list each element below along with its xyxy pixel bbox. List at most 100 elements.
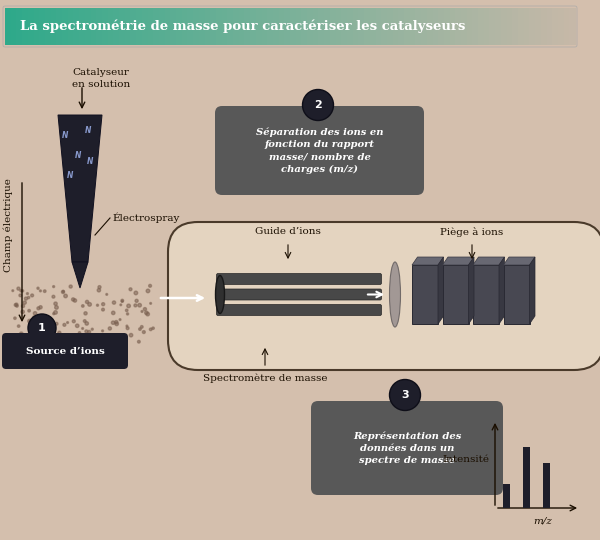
Bar (187, 8, 194, 45)
Bar (278, 8, 286, 45)
Text: N: N (75, 151, 81, 159)
Bar (335, 8, 342, 45)
Point (115, 315, 125, 324)
Point (105, 324, 115, 333)
Point (55, 328, 64, 337)
Bar (5, 8, 12, 45)
Bar (290, 8, 297, 45)
Bar (495, 8, 502, 45)
Bar (503, 265, 530, 324)
Bar (34, 8, 40, 45)
Bar (415, 8, 422, 45)
Point (40, 287, 50, 295)
Bar (529, 8, 536, 45)
Point (137, 322, 146, 331)
Point (122, 322, 132, 330)
Polygon shape (499, 257, 505, 324)
Point (135, 325, 145, 333)
Bar (484, 8, 491, 45)
Text: Intensité: Intensité (442, 455, 489, 463)
Bar (535, 8, 542, 45)
Text: Piège à ions: Piège à ions (440, 227, 503, 237)
Polygon shape (473, 257, 505, 265)
Point (116, 301, 125, 309)
Bar (102, 8, 109, 45)
Polygon shape (438, 257, 443, 324)
Point (108, 319, 118, 327)
Point (54, 330, 64, 339)
Bar (324, 8, 331, 45)
Point (123, 309, 133, 318)
Bar (330, 8, 337, 45)
Bar (473, 265, 499, 324)
Point (51, 299, 61, 308)
Bar (444, 8, 451, 45)
Point (131, 301, 140, 310)
Bar (353, 8, 359, 45)
Polygon shape (58, 115, 102, 262)
Bar (381, 8, 388, 45)
Point (66, 282, 76, 291)
Bar (107, 8, 114, 45)
Polygon shape (503, 257, 535, 265)
Point (82, 298, 92, 306)
Point (52, 319, 61, 328)
Point (118, 337, 128, 346)
Point (34, 336, 43, 345)
Bar (547, 8, 553, 45)
Point (78, 302, 88, 310)
Point (118, 296, 127, 305)
Bar (210, 8, 217, 45)
Point (112, 332, 121, 341)
Bar (404, 8, 411, 45)
Point (63, 318, 73, 327)
Bar (205, 8, 211, 45)
Text: N: N (67, 171, 73, 179)
Point (58, 288, 68, 296)
Bar (68, 8, 74, 45)
Point (126, 331, 136, 340)
Text: m/z: m/z (533, 517, 552, 526)
Point (28, 291, 37, 300)
Point (11, 301, 20, 309)
Bar (558, 8, 565, 45)
Point (118, 333, 127, 341)
Point (8, 286, 17, 295)
Point (68, 295, 78, 304)
Bar (341, 8, 348, 45)
Bar (56, 8, 63, 45)
Point (29, 325, 39, 333)
Bar (239, 8, 245, 45)
Point (52, 303, 61, 312)
Bar (313, 8, 320, 45)
Bar (412, 265, 438, 324)
Text: N: N (87, 158, 93, 166)
Polygon shape (443, 257, 474, 265)
Bar (541, 8, 548, 45)
Point (21, 294, 31, 303)
Point (82, 319, 92, 328)
Bar (79, 8, 86, 45)
Bar (506, 8, 513, 45)
Point (148, 324, 158, 333)
Bar (50, 8, 58, 45)
Bar (524, 8, 530, 45)
Point (10, 314, 20, 322)
Point (81, 309, 91, 318)
Bar (569, 8, 576, 45)
Point (25, 317, 34, 326)
Point (134, 338, 143, 346)
Bar (182, 8, 188, 45)
Text: 1: 1 (38, 323, 46, 333)
Point (143, 287, 153, 295)
Bar (113, 8, 120, 45)
Bar (512, 8, 519, 45)
Bar (96, 8, 103, 45)
Bar (119, 8, 126, 45)
Point (119, 335, 129, 344)
Point (36, 303, 46, 312)
Bar (358, 8, 365, 45)
Point (47, 323, 57, 332)
Point (27, 323, 37, 332)
Point (85, 335, 95, 344)
